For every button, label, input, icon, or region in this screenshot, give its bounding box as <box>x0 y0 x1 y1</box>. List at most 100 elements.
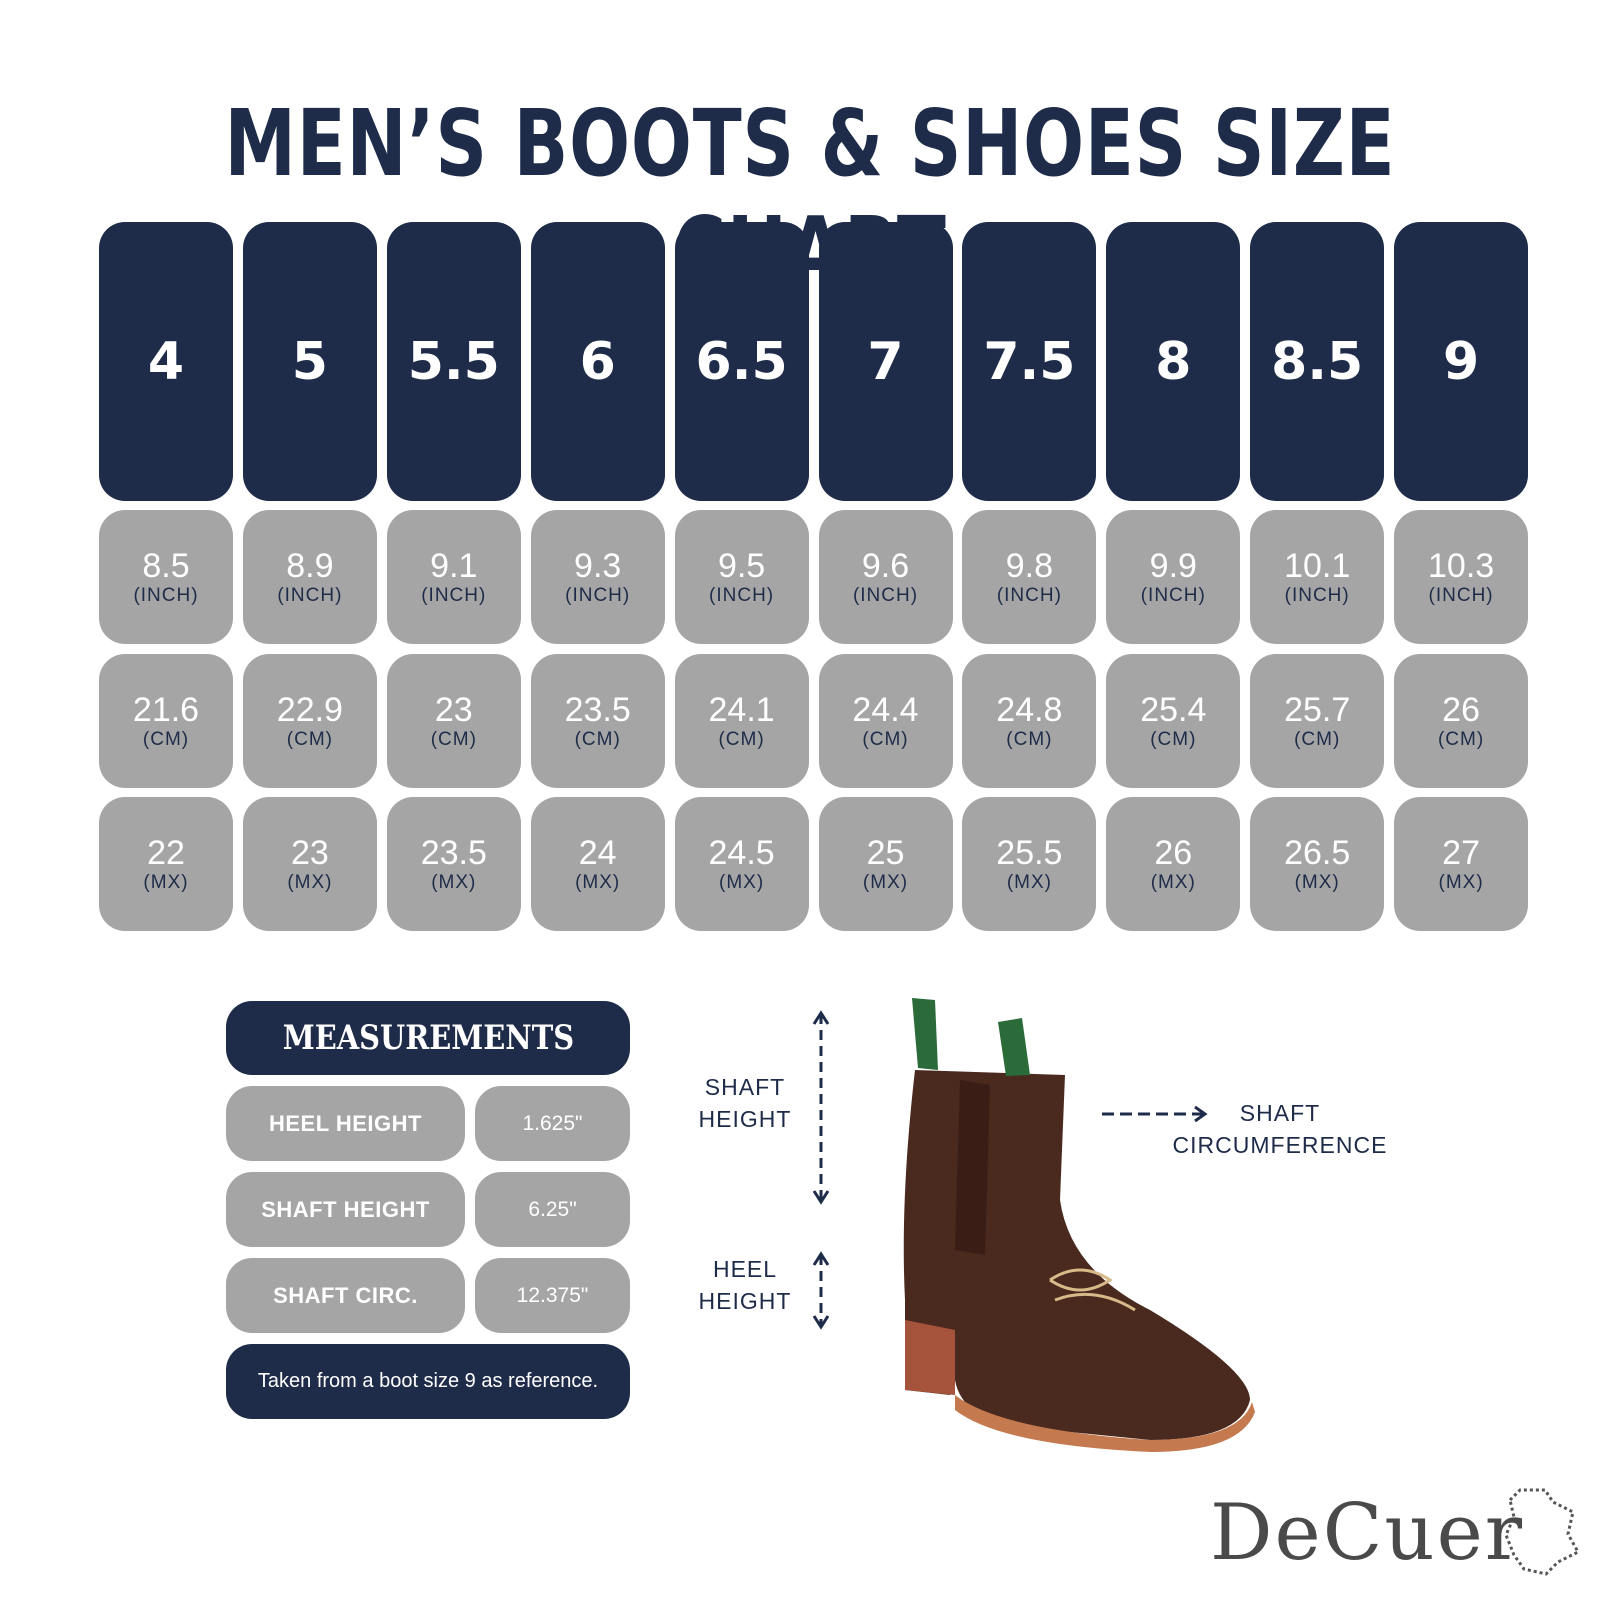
arrows <box>812 1010 1208 1330</box>
inch-value: 10.1 <box>1284 547 1351 585</box>
mx-value: 26.5 <box>1284 834 1351 872</box>
arrow-head <box>812 1190 830 1205</box>
inch-value: 10.3 <box>1428 547 1495 585</box>
size-text: 8.5 <box>1271 331 1364 392</box>
cm-cell: 21.6 (CM) <box>99 654 233 788</box>
arrow-head <box>1194 1105 1208 1123</box>
label-line: CIRCUMFERENCE <box>1172 1132 1388 1158</box>
inch-unit: (INCH) <box>565 585 631 606</box>
label-line: SHAFT <box>704 1074 786 1100</box>
cm-unit: (CM) <box>1437 729 1485 750</box>
inch-unit: (INCH) <box>277 585 343 606</box>
size-text: 7.5 <box>983 331 1076 392</box>
inch-unit: (INCH) <box>1140 585 1206 606</box>
inch-cell: 8.5 (INCH) <box>99 510 233 644</box>
inch-value: 9.3 <box>574 547 622 585</box>
cm-cell: 24.8 (CM) <box>962 654 1097 788</box>
cm-cell: 24.1 (CM) <box>674 654 809 788</box>
mx-cell: 23 (MX) <box>242 797 377 931</box>
mx-value: 25.5 <box>996 834 1063 872</box>
inch-cell: 9.5 (INCH) <box>674 510 809 644</box>
logo-icon <box>1504 1488 1581 1576</box>
cm-cell: 23.5 (CM) <box>530 654 665 788</box>
cm-unit: (CM) <box>1006 729 1053 750</box>
pull-tab <box>912 998 938 1070</box>
size-text: 4 <box>147 331 185 392</box>
cm-cell: 25.4 (CM) <box>1106 654 1241 788</box>
mx-unit: (MX) <box>1438 872 1484 893</box>
cm-cell: 23 (CM) <box>386 654 521 788</box>
inch-cell: 9.8 (INCH) <box>962 510 1097 644</box>
mx-unit: (MX) <box>862 872 909 893</box>
measurement-value: 1.625" <box>475 1086 630 1161</box>
label-line: HEIGHT <box>698 1106 792 1132</box>
mx-unit: (MX) <box>287 872 333 893</box>
mx-cell: 25.5 (MX) <box>962 797 1097 931</box>
boot-body <box>903 1070 1250 1440</box>
inch-cell: 10.3 (INCH) <box>1394 510 1529 644</box>
cm-cell: 25.7 (CM) <box>1250 654 1385 788</box>
mx-value: 24 <box>578 834 617 872</box>
mx-unit: (MX) <box>1294 872 1340 893</box>
boot-sole <box>955 1395 1255 1452</box>
inch-value: 9.9 <box>1149 547 1197 585</box>
logo: DeCuer <box>1210 1488 1525 1578</box>
mx-cell: 26 (MX) <box>1106 797 1241 931</box>
mx-unit: (MX) <box>719 872 765 893</box>
size-text: 9 <box>1443 331 1480 392</box>
inch-unit: (INCH) <box>852 585 919 606</box>
mx-value: 23 <box>290 834 329 872</box>
mx-value: 24.5 <box>708 834 775 872</box>
mx-cell: 27 (MX) <box>1394 797 1529 931</box>
cm-value: 25.7 <box>1284 691 1351 729</box>
cm-value: 24.8 <box>996 691 1063 729</box>
cm-value: 23.5 <box>564 691 631 729</box>
cm-value: 21.6 <box>132 691 200 729</box>
size-cell: 6.5 <box>674 222 809 501</box>
size-cell: 4 <box>99 222 233 501</box>
mx-cell: 25 (MX) <box>818 797 953 931</box>
measurements-header: MEASUREMENTS <box>226 1001 630 1075</box>
inch-cell: 8.9 (INCH) <box>242 510 377 644</box>
mx-value: 26 <box>1154 834 1193 872</box>
size-text: 6.5 <box>695 331 788 392</box>
measurement-value: 12.375" <box>475 1258 630 1333</box>
stitching <box>1049 1268 1136 1312</box>
label-line: SHAFT <box>1239 1100 1321 1126</box>
cm-unit: (CM) <box>574 729 621 750</box>
size-text: 8 <box>1155 331 1192 392</box>
size-text: 7 <box>867 331 904 392</box>
mx-cell: 22 (MX) <box>99 797 233 931</box>
inch-value: 9.5 <box>717 547 766 585</box>
mx-value: 22 <box>147 834 185 872</box>
cm-cell: 26 (CM) <box>1394 654 1529 788</box>
inch-cell: 9.6 (INCH) <box>818 510 953 644</box>
pull-tab <box>998 1018 1030 1076</box>
size-cell: 5 <box>242 222 377 501</box>
cm-value: 24.4 <box>852 691 919 729</box>
cm-unit: (CM) <box>430 729 477 750</box>
measurement-label: HEEL HEIGHT <box>226 1086 465 1161</box>
size-cell: 6 <box>530 222 665 501</box>
inch-cell: 9.9 (INCH) <box>1106 510 1241 644</box>
label-line: HEIGHT <box>698 1288 792 1314</box>
inch-cell: 9.1 (INCH) <box>386 510 521 644</box>
cm-unit: (CM) <box>718 729 765 750</box>
heel-height-label: HEEL HEIGHT <box>665 1253 825 1317</box>
inch-value: 9.1 <box>430 547 478 585</box>
inch-value: 8.9 <box>286 547 334 585</box>
mx-value: 25 <box>866 834 905 872</box>
mx-unit: (MX) <box>143 872 189 893</box>
shaft-circumference-label: SHAFT CIRCUMFERENCE <box>1160 1097 1400 1161</box>
inch-value: 9.6 <box>861 547 910 585</box>
mx-unit: (MX) <box>1006 872 1052 893</box>
mx-value: 23.5 <box>420 834 487 872</box>
mx-cell: 24.5 (MX) <box>674 797 809 931</box>
measurement-value: 6.25" <box>475 1172 630 1247</box>
mx-cell: 26.5 (MX) <box>1250 797 1385 931</box>
inch-unit: (INCH) <box>421 585 487 606</box>
mx-value: 27 <box>1442 834 1480 872</box>
size-cell: 8 <box>1106 222 1241 501</box>
